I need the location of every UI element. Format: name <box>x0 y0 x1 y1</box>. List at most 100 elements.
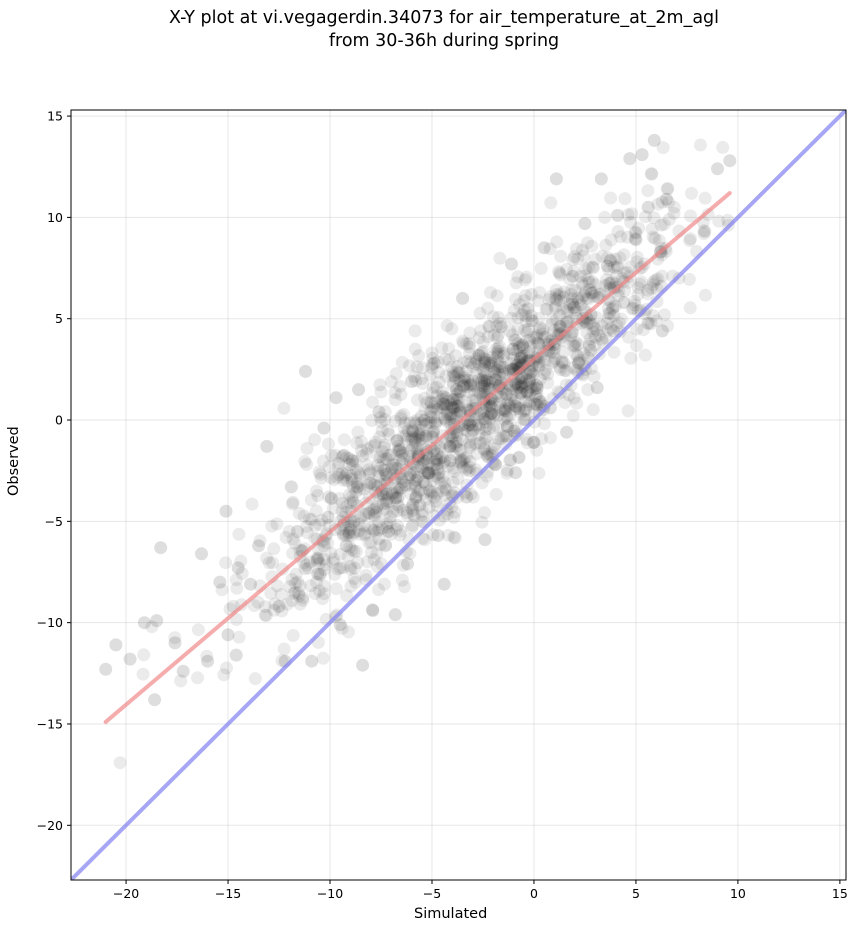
scatter-point <box>491 328 505 342</box>
scatter-point <box>337 433 351 447</box>
scatter-point <box>300 457 313 471</box>
scatter-point <box>423 483 436 497</box>
scatter-point <box>511 311 525 324</box>
scatter-point <box>386 505 400 519</box>
scatter-point <box>586 260 600 274</box>
scatter-point <box>322 460 336 474</box>
scatter-point <box>373 461 387 475</box>
scatter-point <box>484 407 498 421</box>
scatter-point <box>463 440 477 454</box>
fit-lines <box>71 110 846 880</box>
scatter-point <box>430 447 444 461</box>
scatter-point <box>449 399 463 413</box>
scatter-point <box>326 501 340 515</box>
scatter-point <box>547 346 561 360</box>
scatter-point <box>436 470 450 484</box>
scatter-point <box>527 435 541 449</box>
scatter-point <box>333 492 346 505</box>
scatter-point <box>600 259 614 273</box>
scatter-point <box>368 435 382 449</box>
scatter-point <box>477 374 491 388</box>
scatter-point <box>396 503 410 517</box>
scatter-point <box>335 450 349 464</box>
scatter-point <box>601 301 615 315</box>
scatter-point <box>698 191 712 205</box>
scatter-point <box>482 356 496 370</box>
scatter-point <box>427 411 441 425</box>
scatter-point <box>287 587 301 601</box>
scatter-point <box>476 345 490 358</box>
scatter-point <box>621 330 635 344</box>
scatter-point <box>405 423 419 437</box>
scatter-point <box>439 391 453 405</box>
scatter-point <box>428 396 442 410</box>
scatter-point <box>648 232 662 245</box>
scatter-point <box>393 453 407 467</box>
scatter-point <box>463 418 477 432</box>
scatter-point <box>275 654 289 668</box>
scatter-point <box>630 322 644 336</box>
scatter-point <box>590 381 604 395</box>
scatter-point <box>517 303 531 317</box>
scatter-point <box>406 518 420 532</box>
scatter-point <box>517 294 531 307</box>
scatter-point <box>604 253 618 267</box>
scatter-point <box>352 383 366 397</box>
scatter-point <box>375 424 389 438</box>
scatter-point <box>390 485 404 499</box>
scatter-point <box>508 402 522 416</box>
scatter-point <box>349 575 363 589</box>
scatter-point <box>329 582 343 596</box>
scatter-point <box>523 372 537 386</box>
scatter-point <box>219 504 233 518</box>
scatter-point <box>447 510 461 524</box>
scatter-point <box>277 642 291 656</box>
scatter-point <box>404 501 418 515</box>
scatter-point <box>419 417 433 431</box>
scatter-point <box>651 197 665 211</box>
scatter-point <box>451 435 464 449</box>
scatter-point <box>234 554 248 568</box>
scatter-point <box>297 509 311 523</box>
scatter-point <box>364 476 378 490</box>
scatter-point <box>441 394 455 408</box>
scatter-point <box>530 387 544 401</box>
scatter-point <box>476 436 490 450</box>
scatter-point <box>594 172 608 186</box>
scatter-point <box>376 445 390 459</box>
scatter-point <box>513 355 527 369</box>
scatter-point <box>344 469 358 483</box>
scatter-point <box>396 452 410 466</box>
scatter-point <box>380 520 394 534</box>
scatter-point <box>399 428 413 442</box>
scatter-point <box>530 329 544 343</box>
scatter-point <box>448 505 462 519</box>
scatter-point <box>604 233 618 247</box>
scatter-point <box>347 526 361 540</box>
scatter-point <box>604 321 618 335</box>
scatter-point <box>313 568 327 582</box>
y-tick-label: 0 <box>55 413 63 428</box>
scatter-point <box>402 359 416 373</box>
scatter-point <box>661 319 675 333</box>
scatter-point <box>168 636 182 650</box>
scatter-point <box>446 461 460 475</box>
scatter-point <box>576 279 590 293</box>
scatter-point <box>628 298 642 312</box>
scatter-point <box>411 459 424 473</box>
scatter-point <box>360 442 374 456</box>
scatter-point <box>497 367 511 381</box>
scatter-point <box>577 288 591 302</box>
scatter-point <box>567 391 581 405</box>
scatter-point <box>321 536 335 550</box>
scatter-point <box>569 303 583 317</box>
scatter-point <box>277 401 291 415</box>
scatter-point <box>473 408 486 422</box>
scatter-point <box>427 509 441 523</box>
scatter-point <box>304 579 318 593</box>
scatter-point <box>432 453 446 466</box>
scatter-point <box>472 418 485 432</box>
scatter-point <box>501 396 515 410</box>
scatter-point <box>572 294 586 308</box>
scatter-point <box>389 491 403 505</box>
